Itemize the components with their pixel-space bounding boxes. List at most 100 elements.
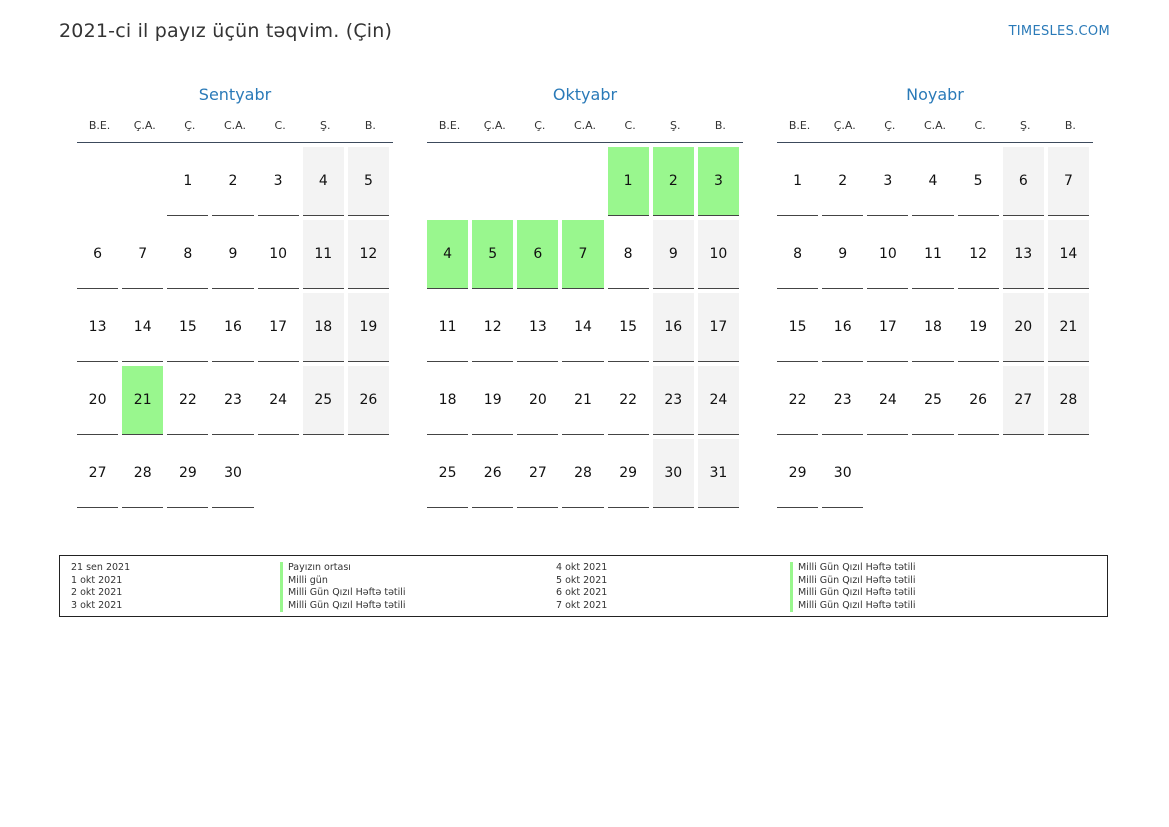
day-cell: 22 <box>607 366 653 439</box>
month-title: Oktyabr <box>552 85 618 104</box>
day-number: 30 <box>652 439 694 508</box>
day-cell: 23 <box>652 366 698 439</box>
day-number: 27 <box>1002 366 1044 435</box>
day-number: 16 <box>212 293 254 362</box>
weekday-label: Ş. <box>1020 119 1031 132</box>
day-number: 3 <box>867 147 909 216</box>
day-cell: 20 <box>1002 293 1048 366</box>
day-cell: 16 <box>212 293 257 366</box>
day-number <box>562 147 603 215</box>
empty-cell <box>77 147 122 220</box>
day-cell: 11 <box>912 220 957 293</box>
day-number: 3 <box>697 147 739 216</box>
day-cell: 1 <box>777 147 822 220</box>
brand-link[interactable]: TIMESLES.COM <box>1008 24 1110 39</box>
empty-cell <box>427 147 472 220</box>
legend-date: 4 okt 2021 <box>556 562 608 573</box>
day-number: 21 <box>122 366 164 435</box>
day-cell: 10 <box>257 220 303 293</box>
day-cell: 13 <box>1002 220 1048 293</box>
month-sentyabr: Sentyabr B.E. Ç.A. Ç. C.A. C. Ş. B. 1 2 3 4 5 6 7 8 9 10 1… <box>77 82 393 512</box>
day-cell: 24 <box>697 366 743 439</box>
day-number: 11 <box>912 220 954 289</box>
day-cell: 17 <box>257 293 303 366</box>
day-number: 22 <box>607 366 649 435</box>
day-number: 15 <box>777 293 819 362</box>
weekday-label: Ç. <box>884 119 896 132</box>
weekday-label: C. <box>274 119 286 132</box>
day-number: 13 <box>77 293 119 362</box>
weekday-label: C.A. <box>223 119 246 132</box>
day-cell: 9 <box>822 220 867 293</box>
holiday-legend: 21 sen 2021 1 okt 2021 2 okt 2021 3 okt 202… <box>59 555 1108 617</box>
month-noyabr: Noyabr B.E. Ç.A. Ç. C.A. C. Ş. B. 1 2 3 4 5 6 7 8 9 10 11 1… <box>777 82 1093 512</box>
empty-cell <box>958 439 1003 512</box>
month-title: Noyabr <box>906 85 964 104</box>
day-cell: 17 <box>697 293 743 366</box>
day-cell: 18 <box>912 293 957 366</box>
day-cell: 2 <box>822 147 867 220</box>
day-cell: 26 <box>472 439 517 512</box>
day-cell: 18 <box>302 293 348 366</box>
empty-cell <box>303 439 348 512</box>
day-number: 29 <box>167 439 209 508</box>
day-cell: 22 <box>167 366 212 439</box>
day-number: 26 <box>347 366 389 435</box>
day-number: 9 <box>652 220 694 289</box>
weekday-label: B. <box>714 119 726 132</box>
day-number: 12 <box>472 293 514 362</box>
day-number: 9 <box>212 220 254 289</box>
weekday-label: C.A. <box>923 119 946 132</box>
day-cell: 21 <box>122 366 167 439</box>
day-number: 16 <box>652 293 694 362</box>
day-cell: 27 <box>77 439 122 512</box>
weekday-label: Ç.A. <box>133 119 156 132</box>
week-row: 6 7 8 9 10 11 12 <box>77 220 393 293</box>
day-number: 7 <box>1047 147 1089 216</box>
day-cell: 20 <box>517 366 562 439</box>
day-number: 28 <box>562 439 604 508</box>
day-cell: 19 <box>957 293 1003 366</box>
week-row: 15 16 17 18 19 20 21 <box>777 293 1093 366</box>
legend-date: 5 okt 2021 <box>556 574 608 586</box>
day-cell: 4 <box>427 220 472 293</box>
legend-date: 1 okt 2021 <box>71 574 123 586</box>
legend-right-dates: 4 okt 2021 5 okt 2021 6 okt 2021 7 okt 2021 <box>556 562 607 612</box>
legend-holiday-name: Payızın ortası <box>280 562 406 575</box>
day-cell: 4 <box>912 147 957 220</box>
legend-date: 6 okt 2021 <box>556 587 608 598</box>
day-cell: 25 <box>302 366 348 439</box>
day-number: 23 <box>652 366 694 435</box>
day-cell: 1 <box>607 147 653 220</box>
day-cell: 23 <box>212 366 257 439</box>
week-row: 8 9 10 11 12 13 14 <box>777 220 1093 293</box>
day-number: 26 <box>957 366 999 435</box>
day-cell: 14 <box>1047 220 1093 293</box>
empty-cell <box>472 147 517 220</box>
day-number: 20 <box>517 366 559 435</box>
empty-cell <box>912 439 957 512</box>
day-number: 22 <box>167 366 209 435</box>
day-cell: 16 <box>822 293 867 366</box>
legend-date: 2 okt 2021 <box>71 587 123 598</box>
weekday-label: B.E. <box>788 119 811 132</box>
day-number: 6 <box>77 220 119 289</box>
legend-holiday-name: Milli Gün Qızıl Həftə tətili <box>280 599 406 612</box>
day-cell: 15 <box>777 293 822 366</box>
legend-holiday-name: Milli Gün Qızıl Həftə tətili <box>790 562 916 575</box>
week-row: 4 5 6 7 8 9 10 <box>427 220 743 293</box>
day-number: 28 <box>1047 366 1089 435</box>
day-number: 18 <box>302 293 344 362</box>
day-number <box>517 147 558 215</box>
day-cell: 26 <box>347 366 393 439</box>
weekday-label: Ç.A. <box>483 119 506 132</box>
day-number: 20 <box>1002 293 1044 362</box>
day-cell: 12 <box>957 220 1003 293</box>
day-cell: 23 <box>822 366 867 439</box>
month-title: Sentyabr <box>198 85 272 104</box>
empty-cell <box>348 439 393 512</box>
day-cell: 31 <box>697 439 743 512</box>
day-number: 29 <box>777 439 819 508</box>
day-number <box>1048 439 1089 507</box>
